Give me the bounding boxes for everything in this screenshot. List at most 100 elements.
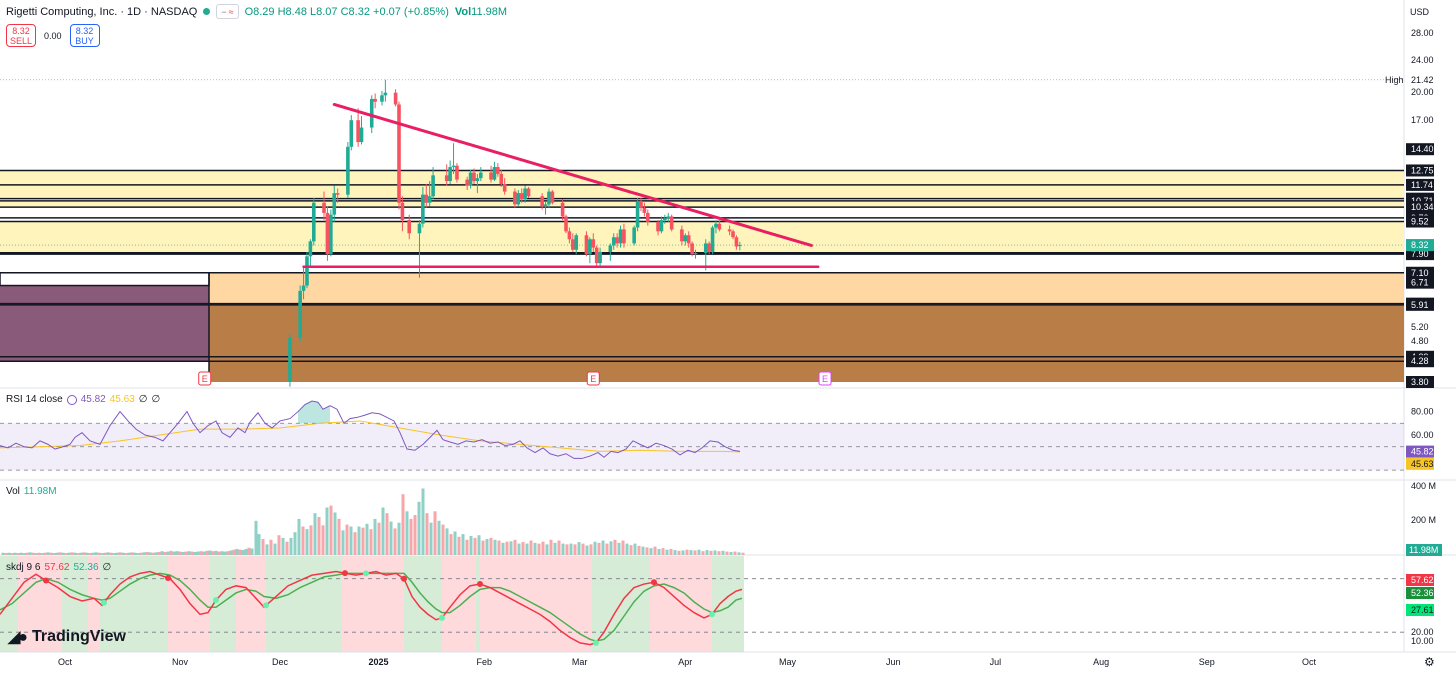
tradingview-logo-icon: ◢● [8, 629, 28, 646]
volume-bar [409, 518, 413, 555]
candle-body [656, 221, 660, 232]
gear-icon[interactable]: ⚙ [1424, 655, 1435, 669]
volume-bar [169, 550, 173, 555]
wave-icon: ≈ [228, 6, 234, 17]
rsi-null-1: ∅ [138, 394, 148, 405]
candle-body [472, 172, 476, 182]
sell-button[interactable]: 8.32 SELL [6, 24, 36, 47]
volume-bar [238, 549, 242, 555]
skdj-bg-region [480, 556, 592, 652]
candle-body [543, 204, 548, 207]
volume-bar [281, 537, 285, 555]
level-badge [1406, 376, 1434, 388]
volume-bar [645, 547, 649, 555]
currency-selector[interactable]: USD [1410, 7, 1430, 17]
candle-body [359, 127, 364, 143]
skdj-cross-down-dot [477, 581, 483, 588]
volume-bar [461, 534, 465, 555]
volume-bar [521, 542, 525, 555]
volume-bar [585, 545, 589, 555]
volume-bar [190, 551, 194, 555]
rsi-ma-value: 45.63 [109, 394, 135, 405]
candle-body [646, 212, 650, 222]
skdj-k-line [0, 570, 743, 646]
volume-bar [425, 513, 429, 555]
volume-bar [205, 550, 209, 555]
volume-bar [545, 544, 549, 555]
level-badge-label: 7.10 [1411, 268, 1429, 278]
volume-bar [142, 552, 146, 555]
volume-bar [505, 541, 509, 555]
level-badge [1406, 266, 1434, 279]
volume-bar [373, 518, 377, 555]
volume-bar [393, 528, 397, 555]
level-badge [1406, 298, 1434, 311]
volume-bar [729, 551, 733, 555]
candle-body [690, 243, 694, 255]
low-value: L8.07 [310, 5, 338, 18]
volume-bar [232, 549, 236, 555]
tradingview-logo[interactable]: ◢● TradingView [8, 627, 126, 647]
candle-body [444, 175, 449, 182]
buy-price: 8.32 [75, 25, 94, 36]
volume-bar [241, 550, 245, 555]
level-badge-label: 10.34 [1411, 202, 1434, 212]
earnings-icon-letter: E [202, 374, 208, 384]
earnings-icon-box [198, 371, 212, 386]
symbol-title[interactable]: Rigetti Computing, Inc. · 1D · NASDAQ [6, 5, 198, 18]
volume-bar [64, 553, 68, 555]
rsi-settings-icon[interactable] [66, 394, 77, 405]
volume-bar [561, 543, 565, 555]
earnings-icon: E [198, 371, 212, 386]
volume-bar [187, 551, 191, 555]
candle-body [305, 256, 309, 286]
candle-body [683, 235, 688, 242]
volume-bar [297, 518, 301, 555]
candle-body [373, 98, 377, 102]
volume-bar [593, 541, 597, 555]
chart-header: Rigetti Computing, Inc. · 1D · NASDAQ − ≈… [6, 4, 507, 19]
rsi-legend[interactable]: RSI 14 close 45.82 45.63 ∅ ∅ [6, 394, 160, 405]
skdj-legend[interactable]: skdj 9 6 57.62 52.36 ∅ [6, 562, 111, 573]
header-volume: Vol11.98M [455, 6, 507, 18]
level-badge [1406, 355, 1434, 368]
skdj-null: ∅ [102, 562, 112, 573]
volume-bar [261, 539, 265, 555]
volume-bar [244, 548, 248, 555]
skdj-cross-down-dot [651, 579, 657, 586]
sell-label: SELL [9, 35, 33, 46]
volume-bar [130, 552, 134, 555]
volume-bar [273, 543, 277, 555]
volume-bar [453, 531, 457, 555]
skdj-d-badge [1406, 587, 1434, 599]
candle-body [635, 201, 640, 228]
skdj-bg-region [88, 556, 100, 652]
volume-bar [705, 550, 709, 555]
indicator-toggle-button[interactable]: − ≈ [216, 4, 239, 19]
volume-bar [377, 522, 381, 555]
volume-bar [28, 552, 32, 555]
volume-bar [469, 536, 473, 555]
earnings-icon-box [586, 371, 600, 386]
volume-bar [148, 552, 152, 555]
volume-bar [13, 552, 17, 555]
skdj-low-badge [1406, 604, 1434, 616]
trendline [332, 102, 813, 247]
volume-bar [118, 552, 122, 555]
skdj-low-badge-label: 27.61 [1411, 605, 1434, 615]
volume-bar [741, 552, 745, 555]
volume-legend[interactable]: Vol 11.98M [6, 486, 57, 497]
buy-button[interactable]: 8.32 BUY [69, 24, 100, 47]
volume-bar [401, 494, 405, 555]
volume-bar [417, 501, 421, 555]
volume-bar [220, 551, 224, 555]
volume-bar [573, 544, 577, 555]
candle-body [659, 220, 664, 232]
candle-body [329, 214, 333, 255]
volume-bar [157, 551, 161, 555]
candle-body [516, 193, 521, 205]
support-resistance-zone [209, 272, 1404, 305]
candle-body [571, 239, 575, 250]
earnings-icon-box [818, 371, 832, 386]
